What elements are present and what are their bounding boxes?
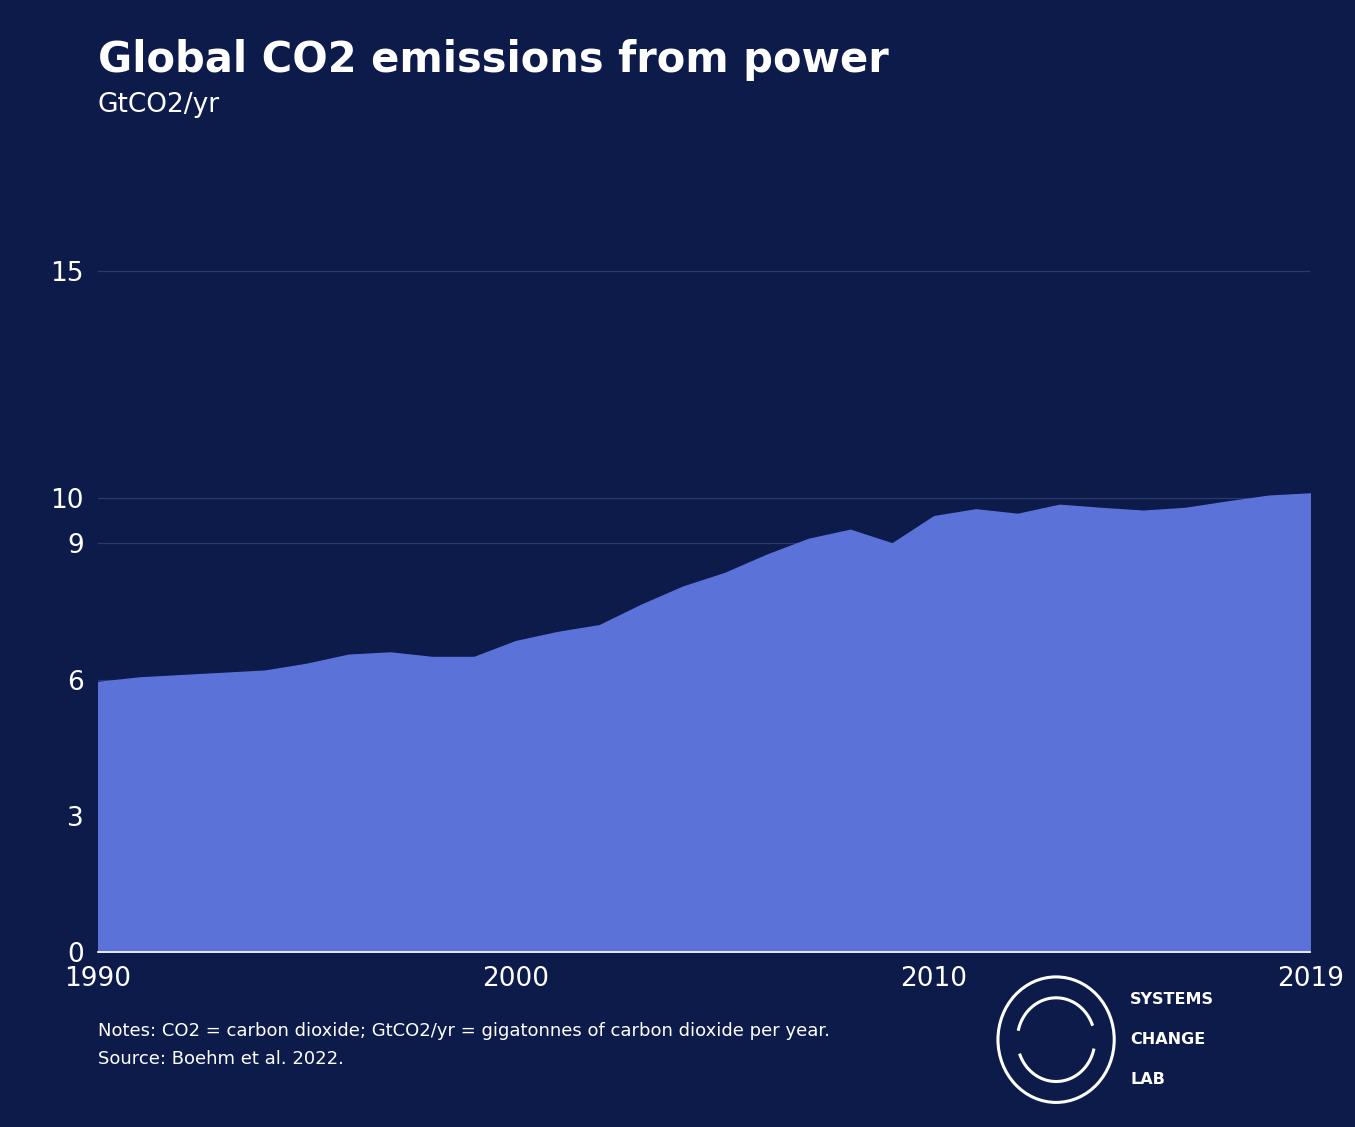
- Text: Source: Boehm et al. 2022.: Source: Boehm et al. 2022.: [98, 1050, 343, 1068]
- Text: CHANGE: CHANGE: [1130, 1032, 1206, 1047]
- Text: LAB: LAB: [1130, 1072, 1165, 1088]
- Text: Notes: CO2 = carbon dioxide; GtCO2/yr = gigatonnes of carbon dioxide per year.: Notes: CO2 = carbon dioxide; GtCO2/yr = …: [98, 1022, 829, 1040]
- Text: SYSTEMS: SYSTEMS: [1130, 992, 1214, 1008]
- Text: GtCO2/yr: GtCO2/yr: [98, 92, 220, 118]
- Text: Global CO2 emissions from power: Global CO2 emissions from power: [98, 39, 889, 81]
